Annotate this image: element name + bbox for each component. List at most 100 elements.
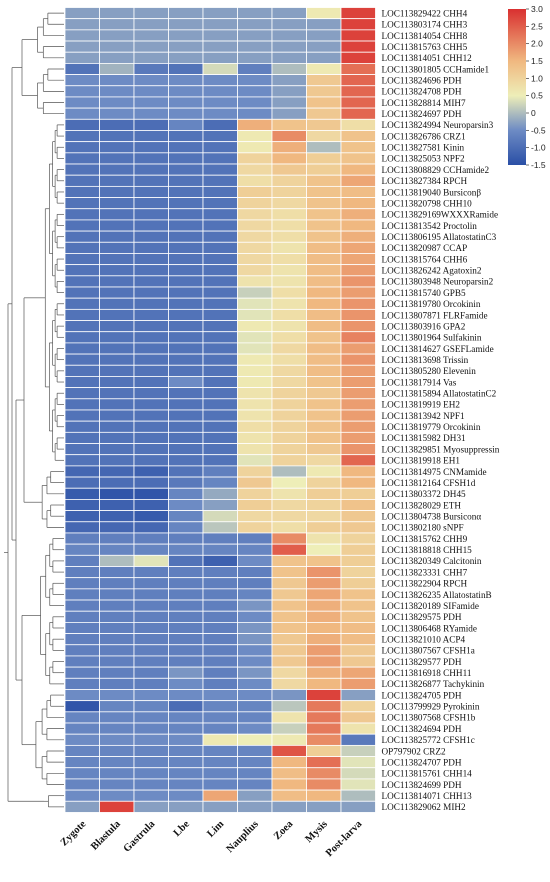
row-label: LOC113824694 PDH xyxy=(382,724,462,734)
heatmap-cell xyxy=(202,588,238,601)
heatmap-cell xyxy=(340,465,376,478)
heatmap-cell xyxy=(133,74,169,87)
heatmap-cell xyxy=(99,241,135,254)
column-label: Lim xyxy=(205,819,226,840)
heatmap-cell xyxy=(64,308,100,321)
row-label: LOC113803916 GPA2 xyxy=(382,321,466,331)
row-label: LOC113814054 CHH8 xyxy=(382,31,468,41)
heatmap-cell xyxy=(237,633,273,646)
row-label: LOC113823331 CHH7 xyxy=(382,567,468,577)
heatmap-cell xyxy=(271,297,307,310)
heatmap-cell xyxy=(133,711,169,724)
heatmap-cell xyxy=(133,264,169,277)
heatmap-cell xyxy=(340,208,376,221)
heatmap-cell xyxy=(99,107,135,120)
heatmap-cell xyxy=(168,510,204,523)
heatmap-cell xyxy=(340,700,376,713)
heatmap-cell xyxy=(202,253,238,266)
heatmap-cell xyxy=(64,431,100,444)
heatmap-cell xyxy=(237,18,273,31)
heatmap-cell xyxy=(237,566,273,579)
heatmap-cell xyxy=(271,554,307,567)
row-label: LOC113819780 Orcokinin xyxy=(382,299,481,309)
heatmap-cell xyxy=(271,420,307,433)
heatmap-cell xyxy=(237,666,273,679)
heatmap-cell xyxy=(271,308,307,321)
heatmap-cell xyxy=(306,487,342,500)
heatmap-cell xyxy=(133,230,169,243)
heatmap-cell xyxy=(271,778,307,791)
heatmap-cell xyxy=(133,454,169,467)
heatmap-cell xyxy=(168,588,204,601)
heatmap-cell xyxy=(306,543,342,556)
row-label: LOC113808829 CCHamide2 xyxy=(382,165,490,175)
heatmap-cell xyxy=(271,74,307,87)
heatmap-cell xyxy=(99,74,135,87)
row-label: LOC113826786 CRZ1 xyxy=(382,131,467,141)
heatmap-cell xyxy=(99,264,135,277)
heatmap-cell xyxy=(202,152,238,165)
heatmap-cell xyxy=(133,185,169,198)
heatmap-cell xyxy=(133,241,169,254)
heatmap-cell xyxy=(64,454,100,467)
heatmap-cell xyxy=(202,197,238,210)
heatmap-cell xyxy=(64,320,100,333)
heatmap-cell xyxy=(340,599,376,612)
heatmap-cell xyxy=(340,543,376,556)
row-label: LOC113827581 Kinin xyxy=(382,143,465,153)
heatmap-cell xyxy=(202,74,238,87)
heatmap-cell xyxy=(168,711,204,724)
heatmap-cell xyxy=(168,733,204,746)
heatmap-cell xyxy=(271,610,307,623)
heatmap-cell xyxy=(202,387,238,400)
heatmap-cell xyxy=(237,7,273,20)
heatmap-cell xyxy=(340,789,376,802)
heatmap-cell xyxy=(64,689,100,702)
heatmap-cell xyxy=(64,700,100,713)
row-label: LOC113807568 CFSH1b xyxy=(382,713,476,723)
heatmap-cell xyxy=(168,185,204,198)
heatmap-cell xyxy=(340,219,376,232)
heatmap-cell xyxy=(168,532,204,545)
heatmap-cell xyxy=(340,431,376,444)
heatmap-cell xyxy=(133,7,169,20)
heatmap-cell xyxy=(202,454,238,467)
heatmap-cell xyxy=(202,51,238,64)
heatmap-cell xyxy=(271,577,307,590)
heatmap-cell xyxy=(306,677,342,690)
heatmap-cell xyxy=(133,588,169,601)
heatmap-cell xyxy=(133,767,169,780)
heatmap-cell xyxy=(271,566,307,579)
heatmap-cell xyxy=(64,778,100,791)
heatmap-cell xyxy=(340,297,376,310)
heatmap-cell xyxy=(340,342,376,355)
heatmap-cell xyxy=(202,566,238,579)
heatmap-cell xyxy=(99,599,135,612)
row-label: LOC113812164 CFSH1d xyxy=(382,478,476,488)
row-label: LOC113814051 CHH12 xyxy=(382,53,473,63)
heatmap-cell xyxy=(306,689,342,702)
heatmap-cell xyxy=(340,152,376,165)
heatmap-cell xyxy=(271,711,307,724)
colorbar-tick-label: 0 xyxy=(531,108,536,118)
heatmap-cell xyxy=(340,689,376,702)
heatmap-cell xyxy=(306,789,342,802)
heatmap-cell xyxy=(237,51,273,64)
row-label: LOC113824994 Neuroparsin3 xyxy=(382,120,494,130)
heatmap-cell xyxy=(168,85,204,98)
heatmap-cell xyxy=(133,510,169,523)
heatmap-cell xyxy=(99,197,135,210)
row-label: LOC113829851 Myosuppressin xyxy=(382,444,500,454)
heatmap-cell xyxy=(340,778,376,791)
heatmap-cell xyxy=(133,152,169,165)
heatmap-cell xyxy=(340,264,376,277)
heatmap-cell xyxy=(64,51,100,64)
heatmap-cell xyxy=(340,141,376,154)
heatmap-cell xyxy=(306,454,342,467)
heatmap-cell xyxy=(64,767,100,780)
heatmap-cell xyxy=(306,96,342,109)
colorbar-tick-label: 0.5 xyxy=(531,91,543,101)
heatmap-cell xyxy=(271,118,307,131)
heatmap-cell xyxy=(133,40,169,53)
